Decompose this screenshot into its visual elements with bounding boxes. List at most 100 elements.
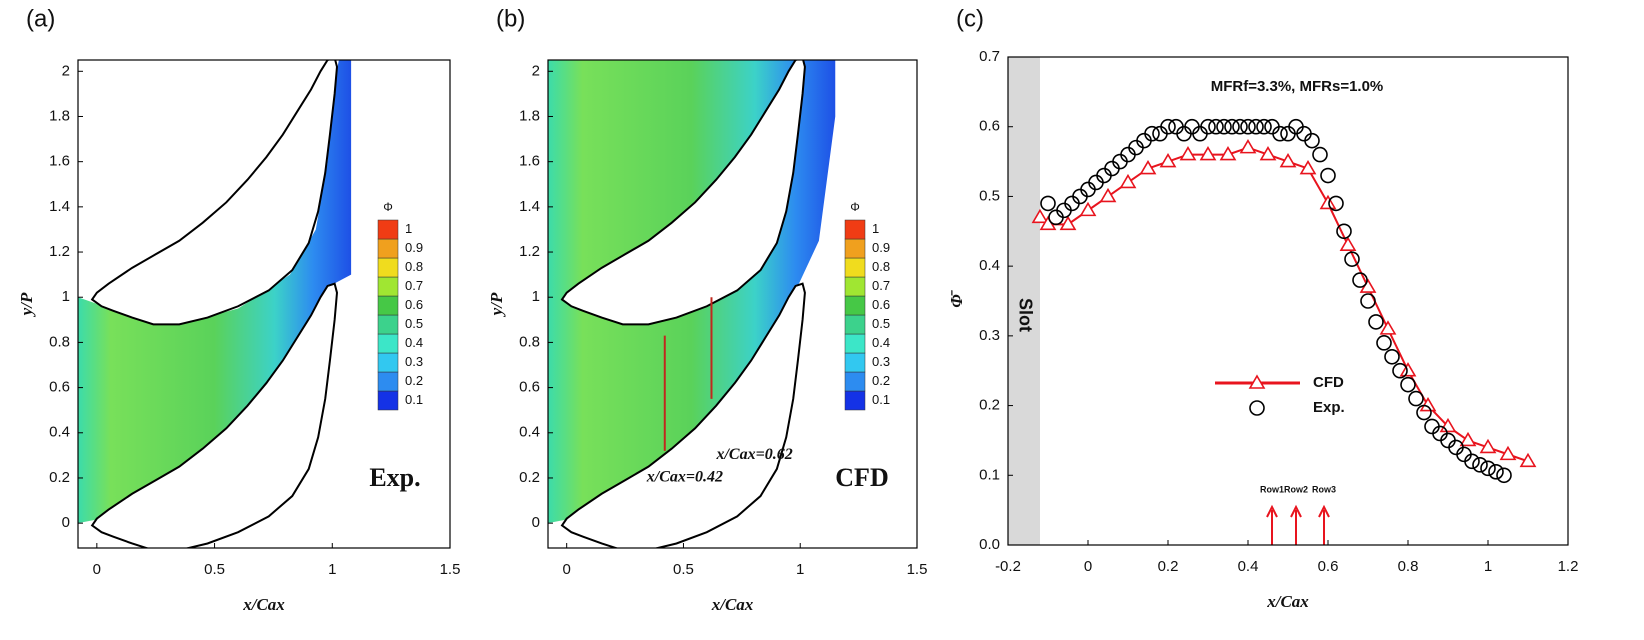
frame [547, 59, 918, 549]
y-tick-label: 0.2 [979, 397, 1000, 414]
marker-circle [1472, 457, 1488, 473]
y-tick-label: 0.6 [519, 379, 540, 396]
slot-region [1008, 57, 1040, 545]
colorbar-label: 1 [872, 221, 879, 236]
marker-circle [1392, 362, 1408, 379]
panel: (a) x/Cax y/P Φ 0.1 0.2 0.3 0.4 0.5 0.6 0.7 0.8 0.9 1… [17, 5, 461, 614]
marker-circle [1216, 118, 1232, 135]
colorbar-label: 1 [405, 221, 412, 236]
colorbar-label: 0.4 [872, 335, 890, 350]
plot-area [78, 60, 352, 548]
colorbar-band [844, 371, 866, 392]
y-tick-label: 0.0 [979, 536, 1000, 553]
marker-triangle [1259, 146, 1277, 161]
y-tick-label: 0.4 [49, 424, 70, 441]
y-axis-label: y/P [487, 292, 506, 317]
plot-area [548, 60, 836, 548]
y-tick-label: 1.6 [519, 153, 540, 170]
blade [90, 282, 338, 548]
marker-circle [1304, 132, 1320, 149]
colorbar-band [377, 352, 399, 373]
y-axis-label: Φ̄ [947, 289, 966, 307]
marker-circle [1040, 195, 1056, 212]
y-tick-label: 0.8 [519, 333, 540, 350]
row-label: Row3 [1312, 484, 1336, 494]
plot-area [1008, 57, 1537, 545]
colorbar-band [377, 295, 399, 316]
colorbar-band [377, 333, 399, 354]
marker-triangle [1299, 159, 1317, 175]
legend-marker [1249, 400, 1265, 416]
legend-marker [1248, 374, 1266, 389]
y-tick-label: 1.2 [519, 243, 540, 260]
colorbar-label: 0.3 [405, 354, 423, 369]
colorbar-band [844, 352, 866, 373]
x-tick-label: 1.2 [1558, 558, 1579, 575]
y-axis-label: y/P [17, 292, 36, 317]
x-tick-label: 1 [1484, 558, 1492, 575]
marker-triangle [1079, 201, 1097, 217]
row-label: Row1 [1260, 484, 1284, 494]
colorbar-label: 0.9 [405, 240, 423, 255]
marker-triangle [1099, 187, 1117, 203]
colorbar-band [844, 219, 866, 240]
y-tick-label: 1.6 [49, 153, 70, 170]
blade [90, 60, 338, 326]
marker-triangle [1279, 152, 1297, 168]
marker-triangle [1519, 452, 1537, 468]
colorbar-band [844, 276, 866, 297]
frame [1007, 56, 1569, 546]
x-tick-label: 0 [1084, 558, 1092, 575]
colorbar-band [377, 276, 399, 297]
y-tick-label: 1.4 [519, 198, 540, 215]
colorbar-band [377, 390, 399, 411]
marker-circle [1480, 460, 1496, 477]
marker-triangle [1379, 320, 1397, 335]
x-tick-label: 0.5 [204, 561, 225, 578]
row-label: Row2 [1284, 484, 1308, 494]
blade [560, 60, 806, 326]
panel: (c) x/Cax Φ̄ Slot CFD Exp. MFRf=3.3%, MFRs=1.0… [947, 5, 1579, 611]
marker-circle [1224, 118, 1240, 135]
colorbar-label: 0.8 [405, 259, 423, 274]
marker-circle [1248, 118, 1264, 135]
y-tick-label: 2 [62, 62, 70, 79]
panel-annotation: CFD [835, 463, 888, 492]
marker-circle [1232, 118, 1248, 135]
marker-circle [1368, 314, 1384, 330]
marker-triangle [1139, 159, 1157, 175]
y-tick-label: 1 [62, 288, 70, 305]
legend-label: CFD [1313, 374, 1344, 391]
y-tick-label: 0.4 [979, 257, 1000, 274]
marker-triangle [1479, 438, 1497, 454]
y-tick-label: 0.2 [49, 469, 70, 486]
marker-circle [1400, 376, 1416, 393]
marker-triangle [1031, 208, 1049, 224]
colorbar-band [844, 238, 866, 259]
marker-circle [1328, 195, 1344, 212]
x-axis-label: x/Cax [242, 595, 285, 614]
y-tick-label: 0 [62, 514, 70, 531]
y-tick-label: 0.6 [979, 118, 1000, 135]
y-tick-label: 0.2 [519, 469, 540, 486]
marker-triangle [1399, 362, 1417, 377]
marker-circle [1496, 467, 1512, 484]
panel-annotation: Exp. [369, 463, 420, 492]
marker-triangle [1159, 152, 1177, 168]
marker-triangle [1459, 431, 1477, 447]
marker-circle [1320, 167, 1336, 184]
x-tick-label: -0.2 [995, 558, 1021, 575]
y-tick-label: 2 [532, 62, 540, 79]
marker-triangle [1199, 146, 1217, 161]
panel-label: (c) [956, 5, 984, 32]
arrow-head [1266, 504, 1278, 518]
colorbar-label: 0.6 [405, 297, 423, 312]
marker-circle [1336, 223, 1352, 240]
colorbar-label: 0.9 [872, 240, 890, 255]
x-tick-label: 0 [563, 561, 571, 578]
colorbar-label: 0.5 [872, 316, 890, 331]
y-tick-label: 0.5 [979, 187, 1000, 204]
marker-triangle [1219, 146, 1237, 161]
